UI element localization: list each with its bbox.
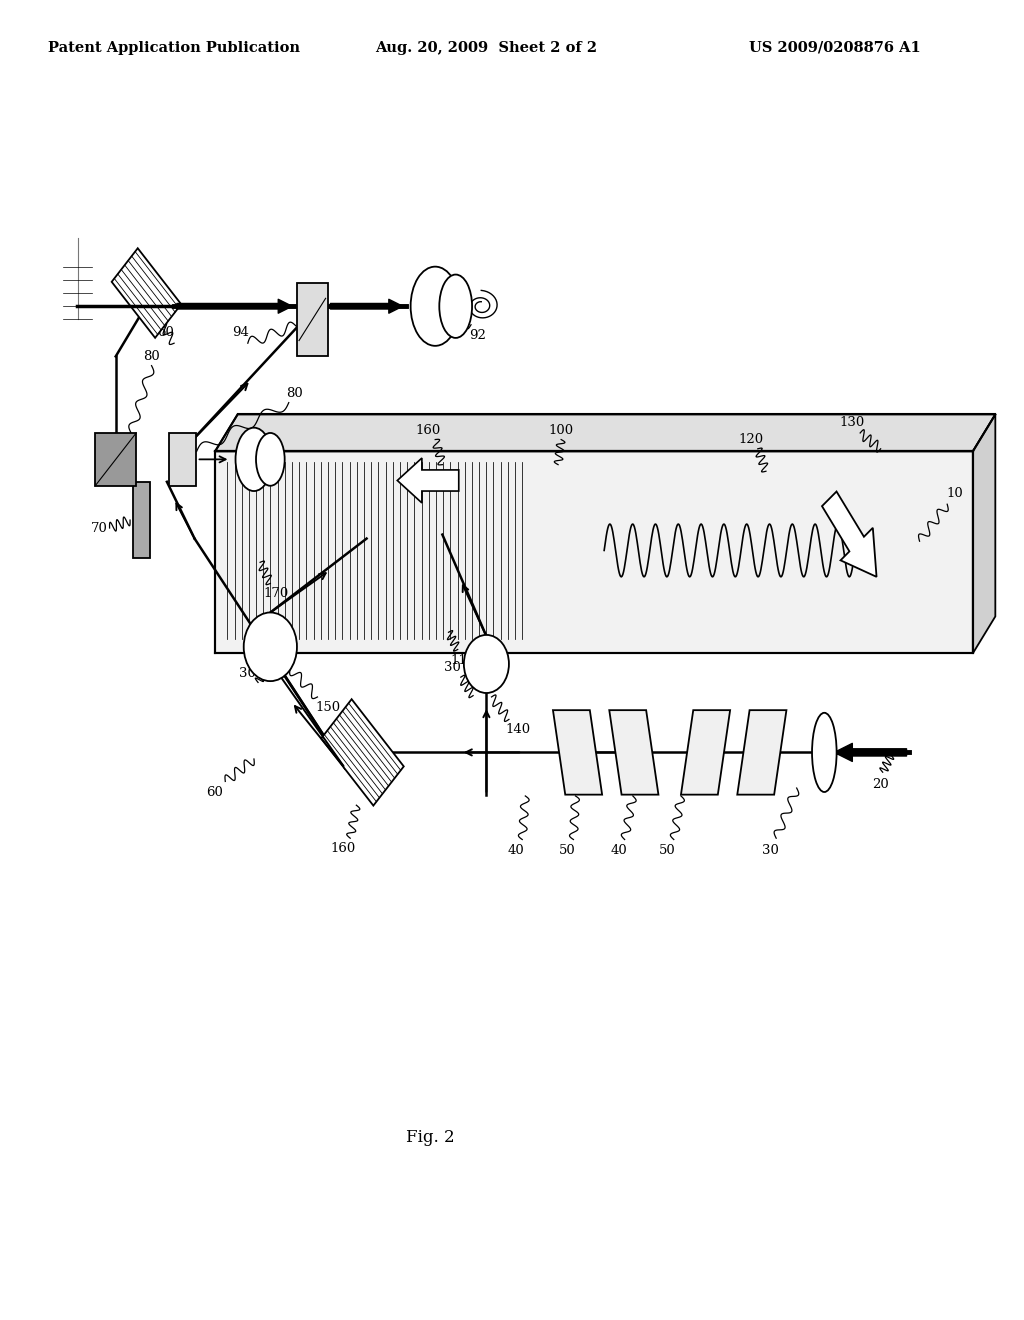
- Text: 160: 160: [331, 842, 355, 855]
- Ellipse shape: [244, 612, 297, 681]
- Polygon shape: [609, 710, 658, 795]
- Text: 50: 50: [559, 843, 575, 857]
- Ellipse shape: [236, 428, 272, 491]
- Text: 140: 140: [506, 723, 530, 737]
- Text: 170: 170: [264, 587, 289, 601]
- Polygon shape: [973, 414, 995, 653]
- Polygon shape: [112, 248, 181, 338]
- Text: 80: 80: [295, 326, 311, 339]
- Polygon shape: [737, 710, 786, 795]
- Text: 110: 110: [451, 653, 475, 667]
- Text: 60: 60: [158, 326, 174, 339]
- Text: 30: 30: [444, 661, 461, 675]
- Text: 130: 130: [840, 416, 864, 429]
- Text: 100: 100: [549, 424, 573, 437]
- Bar: [133, 482, 150, 558]
- Text: Patent Application Publication: Patent Application Publication: [48, 41, 300, 54]
- Text: 30: 30: [762, 843, 778, 857]
- Text: 80: 80: [143, 350, 160, 363]
- Polygon shape: [215, 414, 995, 451]
- Polygon shape: [822, 491, 877, 577]
- Text: 40: 40: [610, 843, 627, 857]
- Text: 60: 60: [207, 785, 223, 799]
- Ellipse shape: [812, 713, 837, 792]
- Text: 80: 80: [287, 387, 303, 400]
- Ellipse shape: [439, 275, 472, 338]
- Text: 30: 30: [240, 667, 256, 680]
- Text: 150: 150: [315, 701, 340, 714]
- Polygon shape: [681, 710, 730, 795]
- Text: 120: 120: [738, 433, 763, 446]
- Polygon shape: [553, 710, 602, 795]
- Polygon shape: [397, 458, 459, 503]
- Ellipse shape: [256, 433, 285, 486]
- Text: 160: 160: [416, 424, 440, 437]
- Polygon shape: [215, 451, 973, 653]
- Text: Fig. 2: Fig. 2: [406, 1130, 455, 1146]
- Text: 92: 92: [469, 329, 485, 342]
- Text: 10: 10: [946, 487, 963, 500]
- Polygon shape: [322, 700, 403, 805]
- Bar: [169, 433, 196, 486]
- Text: 20: 20: [872, 777, 889, 791]
- Ellipse shape: [464, 635, 509, 693]
- Text: 70: 70: [91, 521, 108, 535]
- Ellipse shape: [411, 267, 460, 346]
- Text: 94: 94: [232, 326, 249, 339]
- Text: 40: 40: [508, 843, 524, 857]
- Bar: [297, 282, 328, 355]
- Text: 50: 50: [659, 843, 676, 857]
- Text: US 2009/0208876 A1: US 2009/0208876 A1: [749, 41, 921, 54]
- Bar: [95, 433, 136, 486]
- Text: Aug. 20, 2009  Sheet 2 of 2: Aug. 20, 2009 Sheet 2 of 2: [376, 41, 597, 54]
